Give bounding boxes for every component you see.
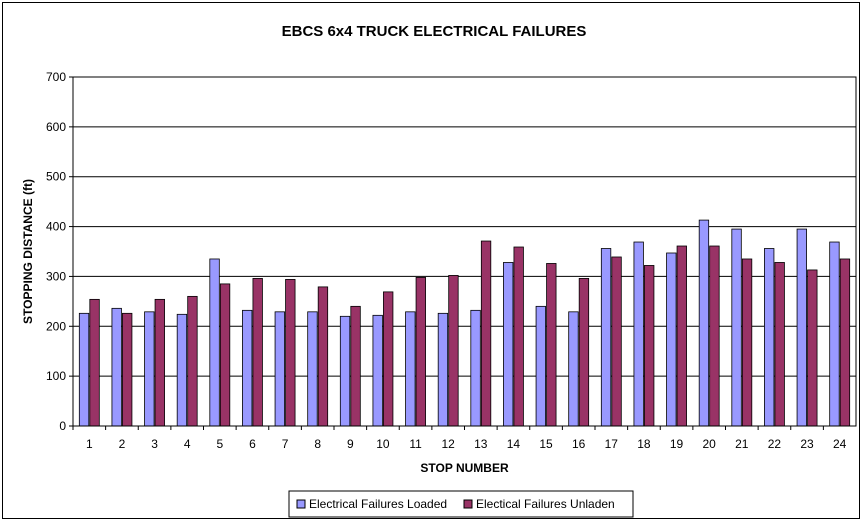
bar-chart: EBCS 6x4 TRUCK ELECTRICAL FAILURES 0 100 2… bbox=[21, 23, 857, 518]
bar-loaded bbox=[764, 248, 775, 427]
legend-label-loaded: Electrical Failures Loaded bbox=[309, 497, 447, 511]
bar-unladen bbox=[644, 265, 655, 427]
y-tick-label: 500 bbox=[46, 170, 66, 184]
x-tick-label: 18 bbox=[637, 437, 651, 451]
x-axis-label: STOP NUMBER bbox=[420, 461, 509, 475]
bar-loaded bbox=[144, 311, 155, 427]
legend-swatch-unladen bbox=[463, 499, 473, 509]
bar-loaded bbox=[111, 307, 122, 427]
bar-unladen bbox=[709, 245, 720, 427]
legend-swatch-loaded bbox=[296, 499, 306, 509]
bar-unladen bbox=[415, 277, 426, 427]
bar-unladen bbox=[252, 278, 263, 427]
x-tick-label: 7 bbox=[282, 437, 289, 451]
bar-unladen bbox=[219, 283, 231, 427]
y-tick-label: 700 bbox=[46, 70, 66, 84]
bar-loaded bbox=[176, 313, 188, 427]
x-tick-label: 22 bbox=[768, 437, 782, 451]
bar-loaded bbox=[209, 258, 220, 427]
bar-loaded bbox=[568, 311, 579, 427]
x-tick-label: 11 bbox=[409, 437, 422, 451]
bar-unladen bbox=[317, 286, 329, 427]
bar-loaded bbox=[242, 309, 253, 427]
bar-loaded bbox=[535, 305, 546, 427]
y-tick-label: 0 bbox=[59, 419, 66, 433]
x-axis-ticks: 1 2 3 4 5 6 7 8 9 10 11 12 13 14 15 16 17 18 19 20 21 22 23 24 bbox=[72, 426, 847, 451]
x-tick-label: 19 bbox=[670, 437, 684, 451]
x-tick-label: 24 bbox=[833, 437, 847, 451]
bar-unladen bbox=[350, 305, 361, 427]
y-tick-label: 400 bbox=[46, 220, 66, 234]
y-axis-ticks: 0 100 200 300 400 500 600 700 bbox=[46, 70, 73, 433]
x-tick-label: 10 bbox=[376, 437, 390, 451]
bar-loaded bbox=[372, 314, 383, 427]
chart-title: EBCS 6x4 TRUCK ELECTRICAL FAILURES bbox=[282, 23, 587, 40]
x-tick-label: 4 bbox=[184, 437, 191, 451]
y-tick-label: 300 bbox=[46, 269, 66, 283]
bar-unladen bbox=[546, 263, 557, 427]
bar-loaded bbox=[829, 241, 840, 427]
x-tick-label: 16 bbox=[572, 437, 586, 451]
x-tick-label: 6 bbox=[249, 437, 256, 451]
x-tick-label: 21 bbox=[735, 437, 749, 451]
x-tick-label: 5 bbox=[216, 437, 223, 451]
y-tick-label: 100 bbox=[46, 369, 66, 383]
x-tick-label: 9 bbox=[347, 437, 354, 451]
y-axis-label: STOPPING DISTANCE (ft) bbox=[21, 179, 35, 324]
bar-unladen bbox=[774, 262, 785, 427]
bar-unladen bbox=[807, 269, 818, 427]
x-tick-label: 3 bbox=[151, 437, 158, 451]
legend-label-unladen: Electical Failures Unladen bbox=[476, 497, 615, 511]
x-tick-label: 1 bbox=[86, 437, 93, 451]
x-tick-label: 13 bbox=[474, 437, 488, 451]
bar-loaded bbox=[405, 311, 416, 427]
bar-loaded bbox=[437, 312, 449, 427]
bar-unladen bbox=[122, 312, 133, 427]
bar-unladen bbox=[513, 246, 524, 427]
x-tick-label: 17 bbox=[605, 437, 619, 451]
bar-loaded bbox=[600, 248, 612, 427]
bar-loaded bbox=[339, 315, 351, 427]
bar-loaded bbox=[633, 241, 644, 427]
bar-unladen bbox=[448, 275, 459, 427]
bar-loaded bbox=[731, 228, 742, 427]
y-tick-label: 600 bbox=[46, 120, 66, 134]
x-tick-label: 12 bbox=[442, 437, 456, 451]
x-tick-label: 20 bbox=[703, 437, 717, 451]
bar-unladen bbox=[578, 278, 590, 427]
y-tick-label: 200 bbox=[46, 319, 66, 333]
x-tick-label: 8 bbox=[314, 437, 321, 451]
bar-unladen bbox=[154, 298, 165, 427]
bar-loaded bbox=[274, 311, 285, 427]
x-tick-label: 2 bbox=[119, 437, 126, 451]
x-tick-label: 15 bbox=[539, 437, 553, 451]
bar-loaded bbox=[78, 312, 90, 427]
bar-loaded bbox=[666, 252, 677, 427]
bar-unladen bbox=[741, 258, 753, 427]
legend-box bbox=[288, 490, 634, 518]
bar-loaded bbox=[470, 309, 481, 427]
bar-unladen bbox=[480, 240, 492, 427]
bar-unladen bbox=[285, 279, 296, 427]
bars bbox=[78, 219, 851, 427]
bar-unladen bbox=[187, 295, 198, 427]
bar-unladen bbox=[89, 298, 100, 427]
bar-unladen bbox=[676, 245, 687, 427]
bar-unladen bbox=[383, 291, 394, 427]
bar-loaded bbox=[307, 311, 318, 427]
x-tick-label: 14 bbox=[507, 437, 521, 451]
bar-unladen bbox=[839, 258, 851, 427]
bar-loaded bbox=[698, 219, 710, 427]
x-tick-label: 23 bbox=[800, 437, 814, 451]
legend: Electrical Failures Loaded Electical Fai… bbox=[288, 490, 634, 518]
bar-unladen bbox=[611, 256, 622, 427]
bar-loaded bbox=[503, 262, 514, 427]
bar-loaded bbox=[796, 228, 807, 427]
